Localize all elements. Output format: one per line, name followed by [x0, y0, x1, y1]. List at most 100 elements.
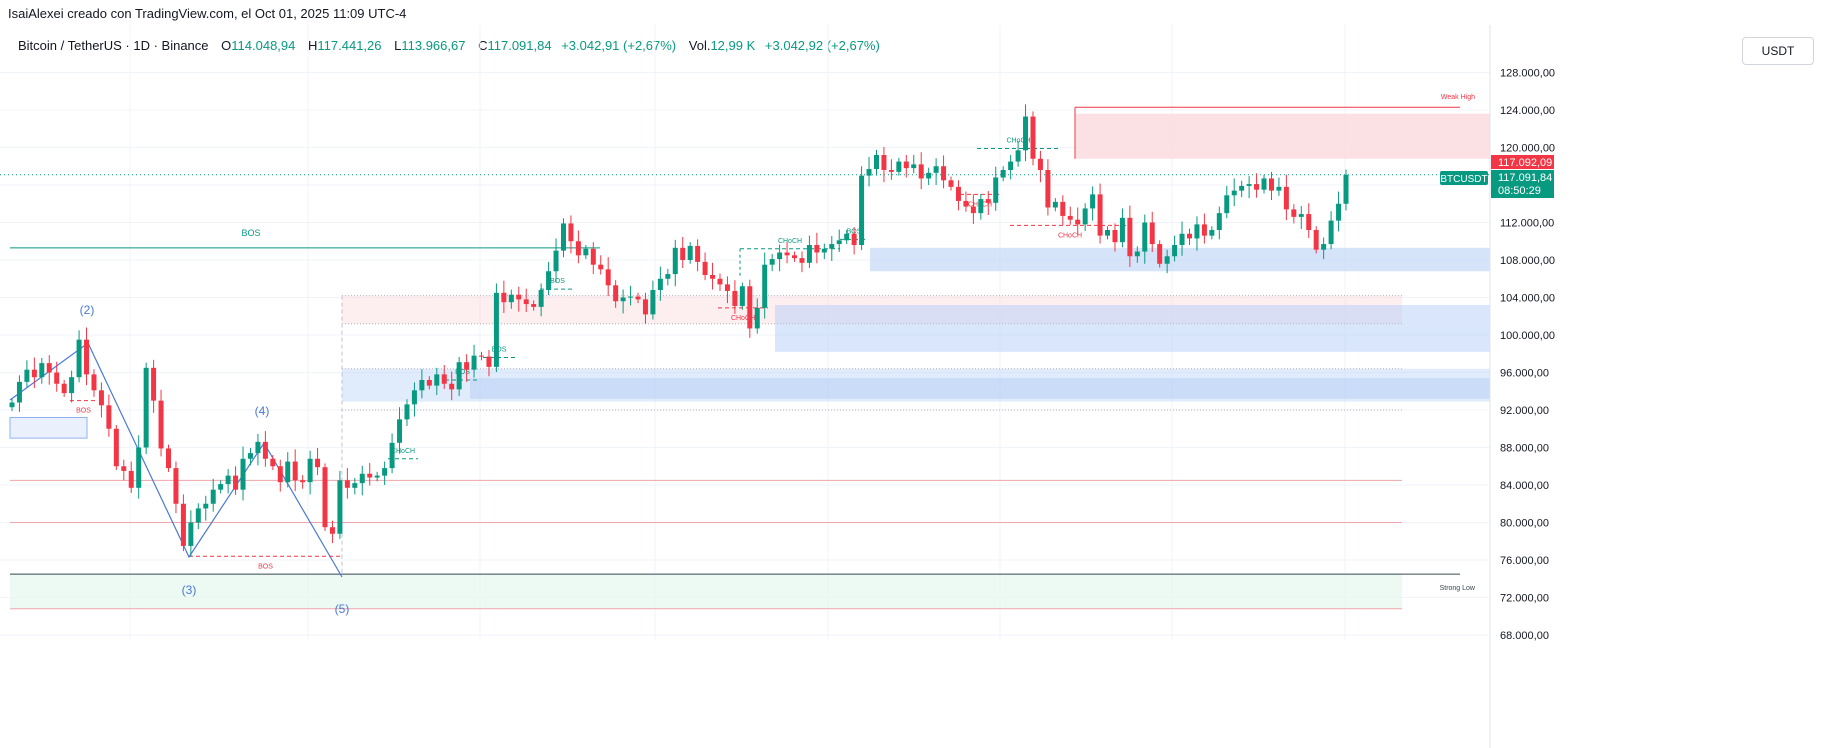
order-block-left — [9, 417, 88, 439]
candle-body — [493, 292, 499, 367]
price-axis-tick: 108.000,00 — [1500, 255, 1555, 267]
currency-selector-button[interactable]: USDT — [1742, 37, 1814, 65]
candle-body — [1172, 245, 1178, 257]
candle-body — [1164, 256, 1170, 264]
candle-body — [777, 252, 783, 260]
candle-body — [61, 383, 67, 394]
candle-body — [449, 383, 455, 390]
candle-body — [948, 180, 954, 187]
close-label: C — [478, 38, 488, 53]
price-axis-tick: 68.000,00 — [1500, 630, 1549, 642]
demand-zone-strong-low — [10, 574, 1402, 609]
candle-body — [598, 264, 604, 270]
candle-body — [247, 453, 253, 459]
candle-body — [270, 458, 276, 467]
candle-body — [1008, 161, 1014, 170]
candle-body — [799, 258, 805, 263]
candle-body — [836, 240, 842, 245]
price-axis-tick: 72.000,00 — [1500, 593, 1549, 605]
candle-body — [352, 483, 358, 488]
candle-body — [1313, 230, 1319, 250]
ask-price-value: 117.092,09 — [1498, 157, 1552, 169]
candle-body — [1142, 222, 1148, 252]
candle-body — [1224, 195, 1230, 214]
candle-body — [1336, 203, 1342, 221]
candle-body — [687, 245, 693, 260]
candle-body — [486, 356, 492, 367]
candle-body — [650, 290, 656, 315]
candle-body — [1276, 186, 1282, 191]
candle-body — [300, 480, 306, 483]
candle-body — [173, 468, 179, 504]
candle-body — [531, 304, 537, 307]
candle-body — [1023, 116, 1029, 151]
candle-body — [717, 278, 723, 285]
candle-body — [866, 169, 872, 176]
candle-body — [1343, 174, 1349, 204]
candle-body — [911, 164, 917, 169]
candle-body — [575, 241, 581, 256]
bos-marker-label: BOS — [492, 347, 507, 354]
candle-body — [1067, 215, 1073, 220]
candle-body — [1209, 230, 1215, 236]
wave-label: (2) — [80, 303, 95, 317]
candle-body — [262, 441, 268, 459]
symbol-legend: Bitcoin / TetherUS · 1D · Binance O114.0… — [18, 38, 880, 53]
candle-body — [739, 286, 745, 306]
wave-label: (3) — [182, 583, 197, 597]
candle-body — [441, 374, 447, 384]
candle-body — [337, 480, 343, 534]
candle-body — [821, 248, 827, 253]
symbol-title[interactable]: Bitcoin / TetherUS · 1D · Binance — [18, 38, 209, 53]
choch-marker-label: CHoCH — [778, 238, 802, 245]
supply-zone-weak-high — [1075, 113, 1490, 159]
candle-body — [1015, 150, 1021, 162]
candle-body — [210, 489, 216, 504]
wave-label: (4) — [255, 404, 270, 418]
candle-body — [605, 269, 611, 286]
candle-body — [955, 186, 961, 201]
bos-major-label: BOS — [241, 228, 260, 238]
candle-body — [1000, 170, 1006, 178]
candle-body — [1246, 184, 1252, 186]
candle-body — [814, 245, 820, 253]
candle-body — [918, 164, 924, 179]
candle-body — [1045, 170, 1051, 208]
candle-body — [31, 369, 37, 378]
candle-body — [1060, 201, 1066, 216]
candle-body — [1298, 214, 1304, 217]
candle-body — [1283, 186, 1289, 210]
candle-body — [963, 200, 969, 207]
candle-body — [225, 475, 231, 485]
candle-body — [434, 374, 440, 386]
candle-body — [322, 467, 328, 528]
candle-body — [665, 274, 671, 279]
candle-body — [456, 362, 462, 390]
candle-body — [16, 381, 22, 403]
candle-body — [128, 470, 134, 488]
candle-body — [903, 161, 909, 169]
candle-body — [1030, 116, 1036, 159]
candle-body — [769, 259, 775, 265]
candle-body — [203, 503, 209, 509]
candle-body — [188, 522, 194, 546]
candle-body — [344, 480, 350, 488]
candle-body — [933, 166, 939, 173]
candle-body — [166, 448, 172, 469]
candle-body — [792, 255, 798, 259]
candle-body — [724, 284, 730, 291]
candle-body — [508, 294, 514, 303]
candle-body — [277, 466, 283, 483]
candle-body — [1052, 201, 1058, 208]
candle-body — [844, 233, 850, 241]
candle-body — [851, 233, 857, 245]
candle-body — [143, 367, 149, 448]
candle-body — [553, 250, 559, 272]
candle-body — [1075, 219, 1081, 225]
candle-body — [1186, 233, 1192, 239]
candle-body — [1216, 213, 1222, 230]
candle-body — [359, 473, 365, 484]
candle-body — [404, 404, 410, 420]
candle-body — [1157, 244, 1163, 264]
